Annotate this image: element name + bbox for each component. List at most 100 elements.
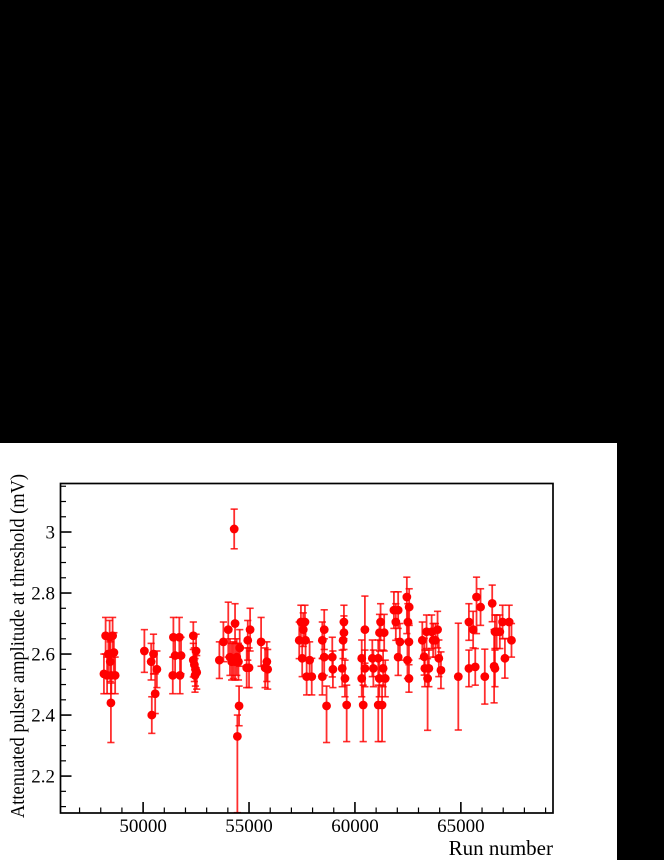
- data-point: [378, 663, 388, 673]
- data-point: [319, 652, 329, 662]
- data-point: [149, 649, 158, 659]
- data-point: [393, 605, 403, 615]
- data-point: [404, 637, 414, 647]
- data-point: [376, 617, 385, 627]
- x-tick-label: 65000: [437, 816, 485, 837]
- data-point: [504, 617, 514, 627]
- x-axis-ticks: [78, 802, 547, 813]
- data-point: [338, 635, 348, 645]
- x-tick-label: 55000: [225, 816, 273, 837]
- data-point: [301, 635, 310, 645]
- y-tick-label: 3: [46, 523, 56, 544]
- data-point: [307, 672, 317, 682]
- data-point: [391, 617, 401, 627]
- data-point: [230, 619, 240, 628]
- data-point: [339, 617, 349, 627]
- data-point: [403, 655, 412, 665]
- data-point: [500, 653, 510, 663]
- data-point: [393, 652, 403, 662]
- data-point: [214, 655, 224, 665]
- data-point: [105, 657, 115, 667]
- frame-rect: [59, 482, 554, 814]
- y-tick-label: 2.8: [31, 584, 55, 605]
- data-point: [419, 652, 429, 662]
- y-tick-label: 2.6: [31, 645, 55, 666]
- x-axis-title: Run number: [449, 836, 553, 860]
- data-point: [342, 700, 352, 710]
- data-point: [380, 674, 390, 683]
- data-point: [300, 617, 310, 627]
- data-point: [360, 625, 370, 635]
- data-point: [373, 653, 383, 663]
- data-point: [498, 617, 507, 627]
- data-point: [147, 710, 157, 720]
- data-point: [327, 652, 337, 662]
- x-tick-label: 60000: [331, 816, 379, 837]
- data-point: [188, 631, 198, 641]
- data-point: [339, 628, 349, 638]
- data-point: [377, 700, 387, 710]
- data-markers-layer: [99, 524, 516, 741]
- data-point: [476, 602, 485, 612]
- data-point: [453, 672, 463, 682]
- data-point: [328, 664, 338, 674]
- y-axis-ticks: [60, 485, 72, 808]
- data-point: [470, 662, 480, 672]
- data-point: [243, 635, 253, 645]
- data-point: [263, 664, 273, 674]
- data-point: [480, 672, 490, 682]
- data-point: [305, 655, 315, 665]
- data-point: [434, 653, 444, 663]
- data-point: [175, 671, 185, 680]
- black-top-band: [0, 0, 664, 443]
- data-point: [402, 592, 412, 602]
- data-point: [487, 599, 497, 608]
- data-point: [358, 700, 368, 710]
- data-point: [495, 627, 505, 637]
- data-point: [404, 602, 414, 612]
- data-point: [108, 631, 118, 641]
- data-point: [472, 592, 481, 602]
- data-point: [357, 674, 367, 683]
- data-point: [404, 674, 414, 683]
- data-point: [360, 663, 370, 673]
- data-point: [368, 663, 378, 673]
- data-point: [337, 663, 347, 673]
- data-point: [431, 635, 440, 645]
- black-right-band: [617, 443, 664, 860]
- data-point: [174, 632, 184, 642]
- data-point: [464, 617, 474, 627]
- data-point: [317, 635, 327, 645]
- data-point: [245, 625, 255, 635]
- data-point: [468, 625, 478, 635]
- data-point: [379, 628, 389, 638]
- data-point: [176, 651, 186, 660]
- data-point: [262, 657, 272, 667]
- data-point: [168, 671, 178, 680]
- data-point: [106, 698, 116, 708]
- data-point: [244, 663, 254, 673]
- data-point: [319, 625, 329, 635]
- plot-frame: [59, 482, 554, 814]
- y-axis-title: Attenuated pulser amplitude at threshold…: [7, 474, 29, 818]
- data-point: [317, 672, 327, 682]
- data-point: [232, 732, 242, 741]
- y-axis-tick-labels: 2.2 2.4 2.6 2.8 3: [31, 523, 55, 788]
- data-point: [403, 617, 413, 627]
- data-point: [229, 524, 239, 534]
- data-point: [340, 674, 350, 683]
- data-point: [294, 635, 304, 645]
- data-point: [218, 637, 228, 647]
- data-point: [424, 663, 434, 673]
- data-point: [146, 657, 156, 667]
- y-tick-label: 2.2: [31, 767, 55, 788]
- data-point: [150, 689, 160, 699]
- data-point: [256, 637, 266, 647]
- data-point: [423, 674, 432, 683]
- data-point: [139, 646, 149, 656]
- data-point: [234, 657, 243, 667]
- data-point: [322, 701, 331, 711]
- x-axis-tick-labels: 50000 55000 60000 65000: [119, 816, 484, 837]
- data-point: [357, 653, 367, 663]
